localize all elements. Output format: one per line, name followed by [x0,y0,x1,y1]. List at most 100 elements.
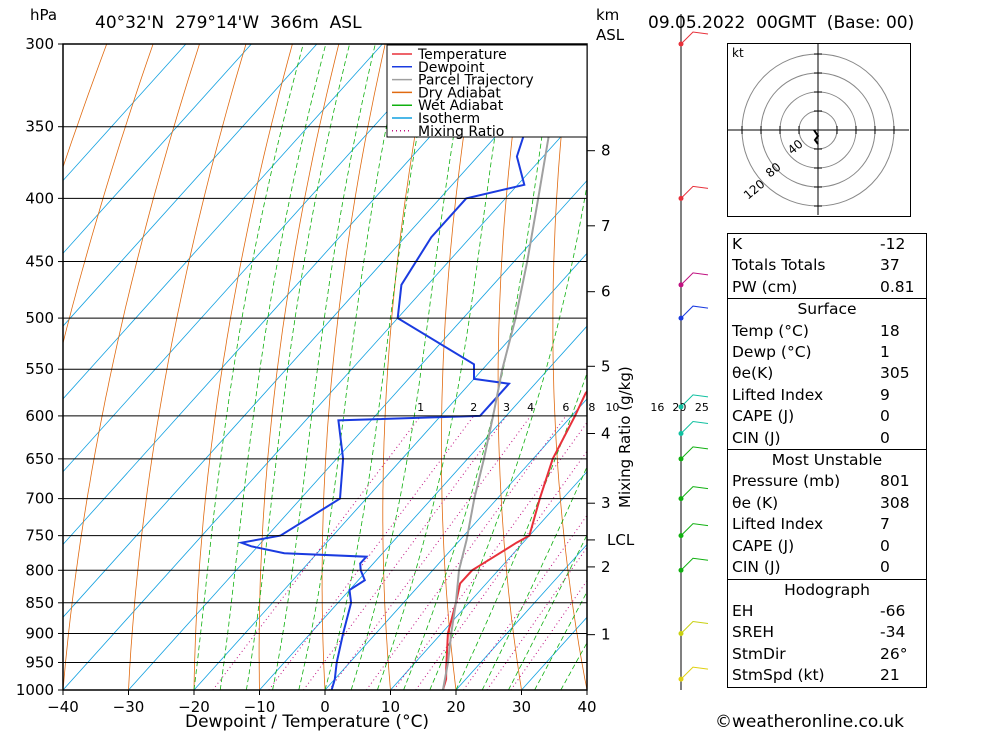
mu-pressure-value: 801 [880,472,910,491]
sfc-thetae-value: 305 [880,364,910,383]
x-tick-label: 20 [446,698,465,716]
mixing-ratio-line [303,415,507,690]
legend-label: Wet Adiabat [418,98,504,114]
eh-value: -66 [880,601,906,620]
surface-title: Surface [727,298,927,321]
k-index-label: K [732,235,743,253]
pw-value: 0.81 [880,277,915,296]
sfc-cape-value: 0 [880,407,890,426]
height-tick-label: 3 [601,494,611,512]
pressure-tick-label: 950 [25,653,54,671]
dry-adiabat-line [63,44,200,690]
wet-adiabat-line [455,372,587,690]
legend-label: Dry Adiabat [418,85,501,101]
dry-adiabat-line [989,44,1000,690]
wind-barb [680,446,709,460]
wind-barb [680,420,709,434]
dry-adiabat-line [441,44,479,690]
dry-adiabat-line [63,44,154,345]
asl-unit-label: ASL [596,26,625,44]
legend-label: Isotherm [418,111,480,127]
pressure-tick-label: 650 [25,450,54,468]
surface-section: Surface Temp (°C) 18 Dewp (°C) 1 θe(K) 305 … [727,298,927,450]
wet-adiabat-line [246,44,350,690]
dry-adiabat-line [382,44,432,690]
isotherm-line [128,179,587,690]
x-axis-label: Dewpoint / Temperature (°C) [185,712,429,732]
km-unit-label: km [596,6,619,24]
mixing-ratio-labels: 12346810162025 [417,401,709,414]
isotherm-line [324,398,587,690]
dry-adiabat-line [128,44,247,690]
sfc-cin-label: CIN (J) [732,428,781,447]
wet-adiabat-line [219,44,327,690]
pressure-tick-label: 300 [25,35,54,53]
mu-pressure-label: Pressure (mb) [732,472,841,491]
pressure-tick-label: 550 [25,360,54,378]
totals-value: 37 [880,256,900,275]
wet-adiabat-line [481,465,587,690]
sfc-thetae-label: θe(K) [732,364,774,383]
mixing-ratio-axis-label: Mixing Ratio (g/kg) [616,366,634,508]
legend-label: Parcel Trajectory [418,73,534,89]
pressure-tick-label: 1000 [16,681,54,699]
pressure-tick-label: 850 [25,594,54,612]
stmdir-label: StmDir [732,644,786,663]
datetime-title: 09.05.2022 00GMT (Base: 00) [648,13,914,33]
mixing-ratio-value: 25 [695,401,709,414]
isotherm-line [63,44,187,182]
pressure-tick-label: 500 [25,309,54,327]
dry-adiabat-line [258,44,340,690]
isotherm-line [455,543,587,690]
mixing-ratio-line [393,421,587,690]
mixing-ratio-value: 4 [527,401,534,414]
height-tick-label: LCL [607,531,635,549]
isotherm-line [259,325,587,690]
mixing-ratio-line [212,415,422,690]
x-tick-label: −10 [244,698,276,716]
wet-adiabat-line [429,183,587,690]
sfc-li-label: Lifted Index [732,385,824,404]
dry-adiabat-line [942,44,1000,690]
sounding-series [237,44,587,690]
pressure-tick-label: 350 [25,118,54,136]
pressure-tick-label: 400 [25,189,54,207]
legend-label: Dewpoint [418,60,485,76]
pressure-tick-label: 600 [25,407,54,425]
mu-thetae-value: 308 [880,493,910,512]
sfc-temp-label: Temp (°C) [732,321,809,340]
mu-li-value: 7 [880,515,890,534]
plot-axes: 3003504004505005506006507007508008509009… [16,35,635,716]
height-tick-label: 8 [601,142,611,160]
mixing-ratio-value: 8 [588,401,595,414]
x-tick-label: 40 [577,698,596,716]
sfc-dewp-label: Dewp (°C) [732,343,812,362]
mixing-ratio-line [510,579,587,690]
location-title: 40°32'N 279°14'W 366m ASL [95,13,362,33]
sreh-value: -34 [880,623,906,642]
hodograph-section: Hodograph EH -66 SREH -34 StmDir 26° StmSpd… [727,578,927,688]
isotherm-line [193,252,587,690]
x-tick-label: −40 [47,698,79,716]
isotherm-line [63,44,383,400]
mixing-ratio-line [415,450,587,690]
isotherm-line [63,44,252,254]
mixing-ratio-value: 2 [470,401,477,414]
wet-adiabat-line [324,44,435,690]
isotherm-line [63,44,318,327]
mu-cin-value: 0 [880,558,890,577]
mixing-ratio-value: 3 [503,401,510,414]
hodograph-unit-label: kt [732,46,744,60]
hodo-title: Hodograph [727,578,927,601]
wet-adiabat-line [534,591,587,690]
legend-label: Temperature [417,47,507,63]
sreh-label: SREH [732,623,775,642]
height-tick-label: 6 [601,283,611,301]
k-index-value: -12 [880,235,906,253]
stmdir-value: 26° [880,644,908,663]
mu-thetae-label: θe (K) [732,493,779,512]
wind-barb [680,557,709,571]
height-tick-label: 1 [601,626,611,644]
mu-cin-label: CIN (J) [732,558,781,577]
